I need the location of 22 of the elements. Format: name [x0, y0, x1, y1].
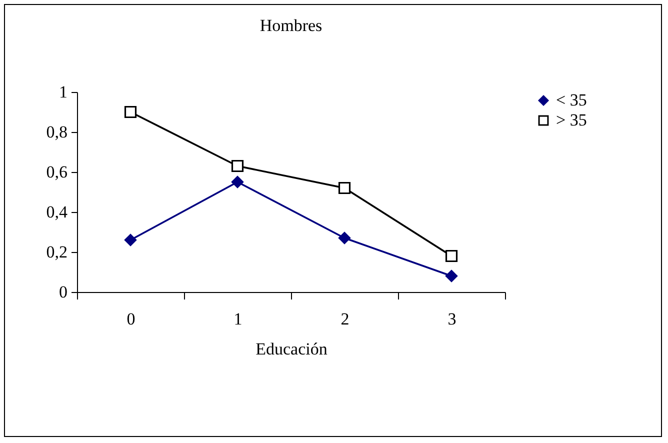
point: [231, 160, 244, 172]
point: [338, 182, 351, 194]
legend-label: < 35: [556, 90, 587, 110]
y-tick-label: 1: [59, 82, 68, 102]
point: [124, 234, 137, 246]
x-tick-label: 0: [126, 310, 136, 328]
y-tick-label: 0,6: [46, 162, 68, 182]
point: [231, 176, 244, 188]
point: [338, 232, 351, 244]
point: [124, 106, 137, 118]
y-tick-label: 0: [59, 282, 68, 302]
y-tick-label: 0,8: [46, 122, 68, 142]
point: [445, 270, 458, 282]
x-tick-label: 1: [234, 310, 242, 328]
x-tick-label: 3: [448, 310, 456, 328]
y-tick-label: 0,2: [46, 242, 68, 262]
x-axis-title: Educación: [256, 340, 328, 358]
y-tick-label: 0,4: [46, 202, 68, 222]
point: [445, 250, 458, 262]
legend-label: > 35: [556, 110, 587, 130]
x-tick-label: 2: [340, 310, 350, 328]
chart-title: Hombres: [260, 16, 322, 35]
